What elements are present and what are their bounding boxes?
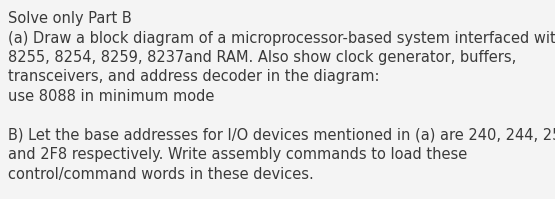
Text: control/command words in these devices.: control/command words in these devices. xyxy=(8,167,314,182)
Text: 8255, 8254, 8259, 8237and RAM. Also show clock generator, buffers,: 8255, 8254, 8259, 8237and RAM. Also show… xyxy=(8,50,516,65)
Text: (a) Draw a block diagram of a microprocessor-based system interfaced with: (a) Draw a block diagram of a microproce… xyxy=(8,30,555,46)
Text: transceivers, and address decoder in the diagram:: transceivers, and address decoder in the… xyxy=(8,69,380,85)
Text: and 2F8 respectively. Write assembly commands to load these: and 2F8 respectively. Write assembly com… xyxy=(8,147,467,163)
Text: Solve only Part B: Solve only Part B xyxy=(8,11,132,26)
Text: B) Let the base addresses for I/O devices mentioned in (a) are 240, 244, 250,: B) Let the base addresses for I/O device… xyxy=(8,128,555,143)
Text: use 8088 in minimum mode: use 8088 in minimum mode xyxy=(8,89,214,104)
